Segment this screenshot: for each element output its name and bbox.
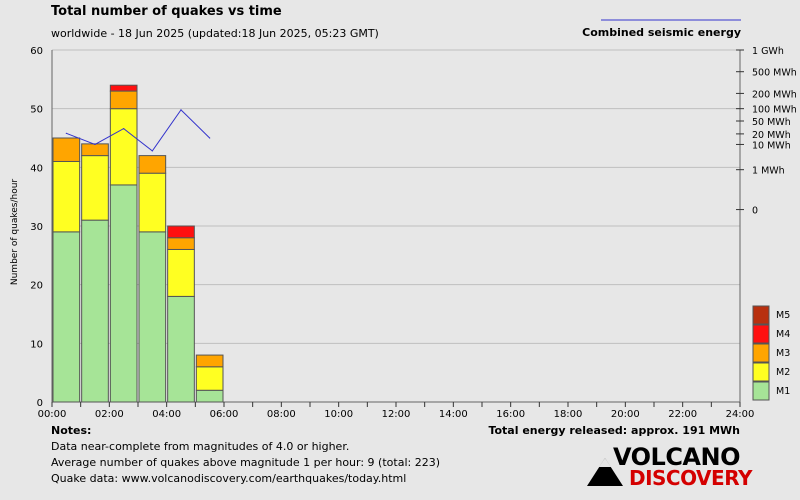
legend-swatch-m1 bbox=[752, 381, 770, 401]
bar-segment-m3 bbox=[81, 143, 109, 157]
quake-chart: 0 10 20 30 40 50 60 00:00 02:00 04:00 06:00 08:00 10… bbox=[10, 19, 797, 420]
bar-segment-m2 bbox=[81, 155, 109, 221]
notes-heading: Notes: bbox=[51, 424, 92, 437]
y-tick-label: 0 bbox=[37, 398, 43, 409]
bar-segment-m2 bbox=[167, 248, 195, 297]
bar-segment-m2 bbox=[52, 160, 81, 233]
note-line: Quake data: www.volcanodiscovery.com/ear… bbox=[51, 472, 407, 485]
legend-label-m1: M1 bbox=[776, 386, 790, 397]
bar-segment-m4 bbox=[109, 84, 138, 92]
y-tick-label: 30 bbox=[30, 222, 43, 233]
energy-tick-label: 10 MWh bbox=[752, 140, 791, 151]
y-axis-label: Number of quakes/hour bbox=[10, 179, 20, 286]
bar-segment-m3 bbox=[52, 137, 81, 162]
logo-text: VOLCANO bbox=[612, 443, 741, 471]
x-tick-label: 22:00 bbox=[668, 409, 697, 420]
bar-segment-m1 bbox=[52, 231, 81, 403]
energy-point bbox=[180, 109, 182, 111]
legend-swatch-m4 bbox=[752, 324, 770, 344]
x-tick-label: 04:00 bbox=[152, 409, 181, 420]
x-tick-label: 20:00 bbox=[611, 409, 640, 420]
note-line: Data near-complete from magnitudes of 4.… bbox=[51, 440, 350, 453]
x-tick-label: 24:00 bbox=[726, 409, 755, 420]
x-tick-label: 00:00 bbox=[38, 409, 67, 420]
energy-tick-label: 500 MWh bbox=[752, 68, 797, 79]
energy-tick-label: 50 MWh bbox=[752, 117, 791, 128]
legend-swatch-m2 bbox=[752, 362, 770, 382]
y-tick-label: 20 bbox=[30, 281, 43, 292]
logo-text: DISCOVERY bbox=[628, 466, 753, 490]
energy-tick-label: 1 GWh bbox=[752, 46, 784, 57]
y-tick-label: 40 bbox=[30, 163, 43, 174]
energy-point bbox=[65, 132, 67, 134]
bar-segment-m1 bbox=[109, 184, 138, 403]
legend-label-m3: M3 bbox=[776, 348, 790, 359]
energy-point bbox=[94, 143, 96, 146]
bar-segment-m1 bbox=[167, 295, 195, 403]
bar-segment-m3 bbox=[138, 155, 167, 174]
x-tick-label: 02:00 bbox=[95, 409, 124, 420]
x-tick-label: 08:00 bbox=[267, 409, 296, 420]
volcano-logo-icon bbox=[587, 458, 623, 486]
energy-point bbox=[209, 137, 211, 139]
legend-label-m2: M2 bbox=[776, 367, 790, 378]
x-tick-label: 14:00 bbox=[439, 409, 468, 420]
energy-point bbox=[151, 150, 153, 152]
chart-subtitle: worldwide - 18 Jun 2025 (updated:18 Jun … bbox=[51, 27, 379, 40]
x-tick-label: 18:00 bbox=[554, 409, 583, 420]
bar-segment-m2 bbox=[138, 172, 167, 233]
y-tick-label: 60 bbox=[30, 46, 43, 57]
note-line: Average number of quakes above magnitude… bbox=[51, 456, 440, 469]
bar-segment-m2 bbox=[195, 366, 224, 391]
bar-segment-m1 bbox=[138, 231, 167, 403]
energy-tick-label: 1 MWh bbox=[752, 166, 785, 177]
legend-label-m5: M5 bbox=[776, 310, 790, 321]
y-tick-label: 50 bbox=[30, 105, 43, 116]
bar-segment-m1 bbox=[195, 389, 224, 403]
y-tick-label: 10 bbox=[30, 339, 43, 350]
total-energy: Total energy released: approx. 191 MWh bbox=[488, 424, 740, 437]
x-tick-label: 10:00 bbox=[324, 409, 353, 420]
bar-segment-m3 bbox=[109, 90, 138, 110]
chart-title: Total number of quakes vs time bbox=[51, 4, 282, 19]
bar-segment-m3 bbox=[167, 237, 195, 250]
x-tick-label: 12:00 bbox=[382, 409, 411, 420]
energy-legend-label: Combined seismic energy bbox=[582, 26, 741, 39]
energy-tick-label: 20 MWh bbox=[752, 130, 791, 141]
bar-segment-m3 bbox=[195, 354, 224, 368]
legend-label-m4: M4 bbox=[776, 329, 790, 340]
energy-tick-label: 200 MWh bbox=[752, 89, 797, 100]
x-tick-label: 16:00 bbox=[496, 409, 525, 420]
bar-segment-m4 bbox=[167, 225, 195, 239]
legend-swatch-m3 bbox=[752, 343, 770, 363]
bar-segment-m2 bbox=[109, 108, 138, 186]
energy-tick-label: 100 MWh bbox=[752, 105, 797, 116]
bar-segment-m1 bbox=[81, 219, 109, 403]
energy-line bbox=[66, 109, 211, 152]
energy-point bbox=[123, 128, 125, 130]
energy-tick-label: 0 bbox=[752, 206, 758, 217]
x-tick-label: 06:00 bbox=[210, 409, 239, 420]
legend-swatch-m5 bbox=[752, 305, 770, 325]
